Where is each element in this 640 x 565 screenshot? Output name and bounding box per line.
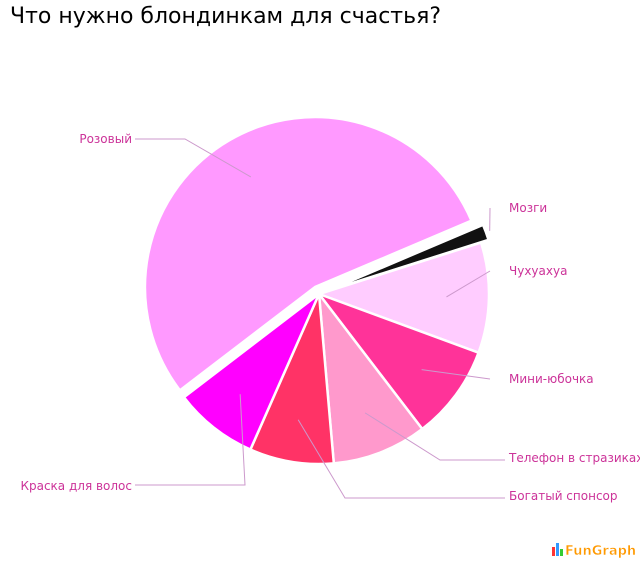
chart-title: Что нужно блондинкам для счастья? [10, 4, 441, 29]
pie-slice [182, 292, 321, 451]
slice-label: Чухуахуа [509, 264, 567, 278]
slice-label: Мозги [509, 201, 547, 215]
fungraph-logo-text: FunGraph [565, 544, 635, 558]
slice-label: Телефон в стразиках [508, 451, 640, 465]
slice-labels: Мозги Чухуахуа Мини-юбочка Телефон в стрази… [20, 132, 640, 503]
leader-line [135, 138, 252, 178]
pie-slices [143, 115, 491, 466]
leader-line [446, 270, 491, 298]
slice-label: Богатый спонсор [509, 489, 618, 503]
fungraph-logo: FunGraph [552, 543, 635, 558]
slice-label: Розовый [79, 132, 132, 146]
leader-lines [135, 138, 505, 499]
pie-slice [317, 292, 480, 431]
leader-line [297, 419, 505, 499]
slice-label: Краска для волос [20, 479, 132, 493]
slice-label: Мини-юбочка [509, 372, 594, 386]
pie-slice [317, 241, 491, 354]
leader-line [135, 394, 246, 486]
pie-slice [325, 223, 490, 293]
leader-line [421, 369, 491, 380]
leader-line [364, 412, 505, 461]
pie-slice [143, 115, 473, 392]
pie-slice [317, 292, 424, 465]
